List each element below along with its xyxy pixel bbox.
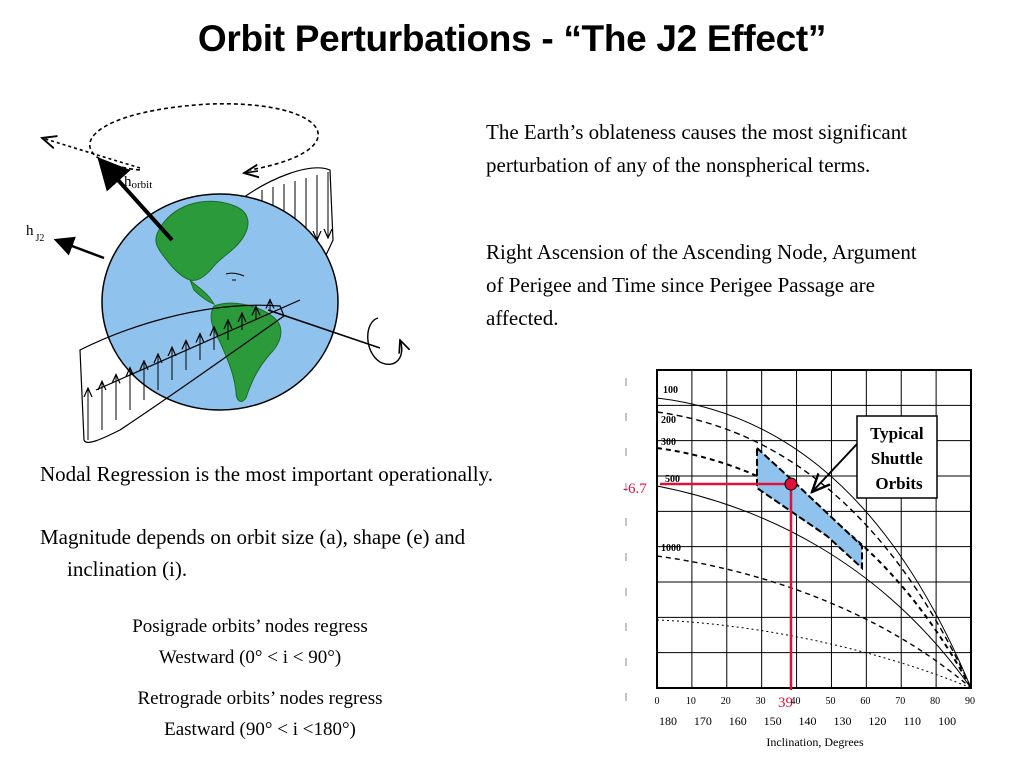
x-tick-label-retrograde: 130 [833,714,851,728]
callout-text: Typical Shuttle Orbits [870,424,928,493]
x-tick-label-retrograde: 170 [694,714,712,728]
callout-line3: Orbits [875,474,923,493]
series-label-1000: 1000 [661,543,681,554]
oblateness-paragraph: The Earth’s oblateness causes the most s… [486,120,908,177]
retrograde-note: Retrograde orbits’ nodes regress Eastwar… [85,683,435,745]
x-tick-label: 0 [655,696,660,707]
curve-100 [656,397,972,689]
north-america [155,200,249,281]
spin-arrow [367,317,402,365]
callout-line2: Shuttle [871,449,923,468]
x-tick-label: 60 [860,696,870,707]
retrograde-note-line1: Retrograde orbits’ nodes regress [137,688,383,709]
series-label-500: 500 [665,474,680,485]
central-america [189,279,216,305]
x-tick-label-retrograde: 120 [868,714,886,728]
shuttle-orbits-region [756,445,863,571]
slide-title: Orbit Perturbations - “The J2 Effect” [197,18,827,59]
x-tick-label: 50 [825,696,835,707]
x-tick-label: 80 [930,696,940,707]
nodal-regression-chart: 100 200 300 500 1000 Typical Shuttle Orb… [623,369,975,749]
x-tick-label: 40 [791,696,801,707]
posigrade-note: Posigrade orbits’ nodes regress Westward… [80,611,420,673]
h-j2-label: h J2 [26,223,44,244]
marker-y-label: -6.7 [623,481,647,497]
h-orbit-vector [97,157,174,242]
precession-arrow-left [42,138,141,169]
nodal-regression-bullet: Nodal Regression is the most important o… [40,462,493,486]
x-tick-label-retrograde: 100 [938,714,956,728]
x-tick-label: 10 [686,696,696,707]
curve-200 [656,411,972,689]
h-orbit-subscript: orbit [132,179,153,191]
posigrade-note-line2: Westward (0° < i < 90°) [158,647,342,668]
marker-point [784,477,798,491]
callout-arrow [812,443,858,492]
orbit-band-front [79,300,301,443]
x-tick-label: 30 [756,696,766,707]
x-tick-label-retrograde: 160 [729,714,747,728]
magnitude-bullet: Magnitude depends on orbit size (a), sha… [40,525,466,581]
series-label-100: 100 [663,385,678,396]
affected-elements-paragraph: Right Ascension of the Ascending Node, A… [486,240,917,330]
curve-500 [656,485,972,689]
x-tick-label-retrograde: 150 [764,714,782,728]
earth-spin-axis [267,309,381,349]
x-tick-label: 20 [721,696,731,707]
h-j2-vector [53,236,105,260]
x-tick-label: 90 [965,696,975,707]
series-label-200: 200 [661,415,676,426]
callout-box [856,415,938,499]
precession-arrow-right [244,171,258,173]
x-tick-label-retrograde: 110 [903,714,921,728]
curve-1000 [656,555,972,689]
posigrade-note-line1: Posigrade orbits’ nodes regress [132,616,368,637]
h-j2-subscript: J2 [36,233,45,244]
curve-extra [656,619,972,689]
x-tick-label: 70 [895,696,905,707]
retrograde-note-line2: Eastward (90° < i <180°) [164,719,356,740]
precession-ellipse [88,103,319,171]
x-tick-label-retrograde: 180 [659,714,677,728]
x-axis-label: Inclination, Degrees [766,735,864,749]
marker-x-label: 39 [778,695,793,711]
caribbean-islands [225,272,245,281]
callout-line1: Typical [870,424,924,443]
h-orbit-label: horbit [124,174,152,191]
earth-globe [101,193,339,411]
x-tick-label-retrograde: 140 [799,714,817,728]
series-label-300: 300 [661,437,676,448]
